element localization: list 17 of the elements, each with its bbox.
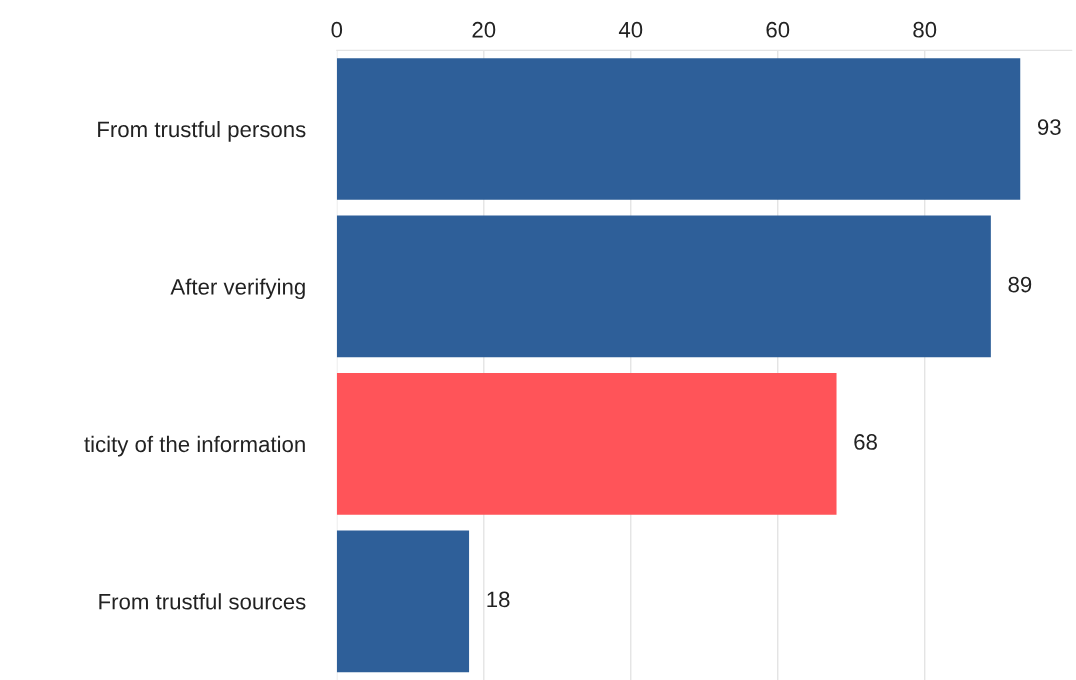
y-tick-label: From trustful persons — [98, 120, 306, 142]
x-tick-label: 40 — [618, 21, 643, 38]
y-tick-label: ticity of the information — [84, 435, 305, 457]
bar — [336, 215, 991, 358]
data-label: 68 — [854, 434, 877, 450]
data-label: 93 — [1037, 119, 1061, 135]
bar — [336, 58, 1021, 200]
y-tick-label: After verifying — [170, 278, 305, 300]
x-tick-label: 60 — [766, 21, 790, 38]
x-tick-label: 0 — [331, 21, 343, 38]
x-tick-label: 80 — [913, 21, 937, 38]
bar — [336, 373, 837, 515]
y-tick-label: From trustful sources — [99, 593, 306, 610]
data-label: 89 — [1008, 276, 1032, 293]
x-tick-label: 20 — [472, 21, 496, 38]
bar — [336, 530, 470, 673]
data-label: 18 — [487, 591, 510, 608]
